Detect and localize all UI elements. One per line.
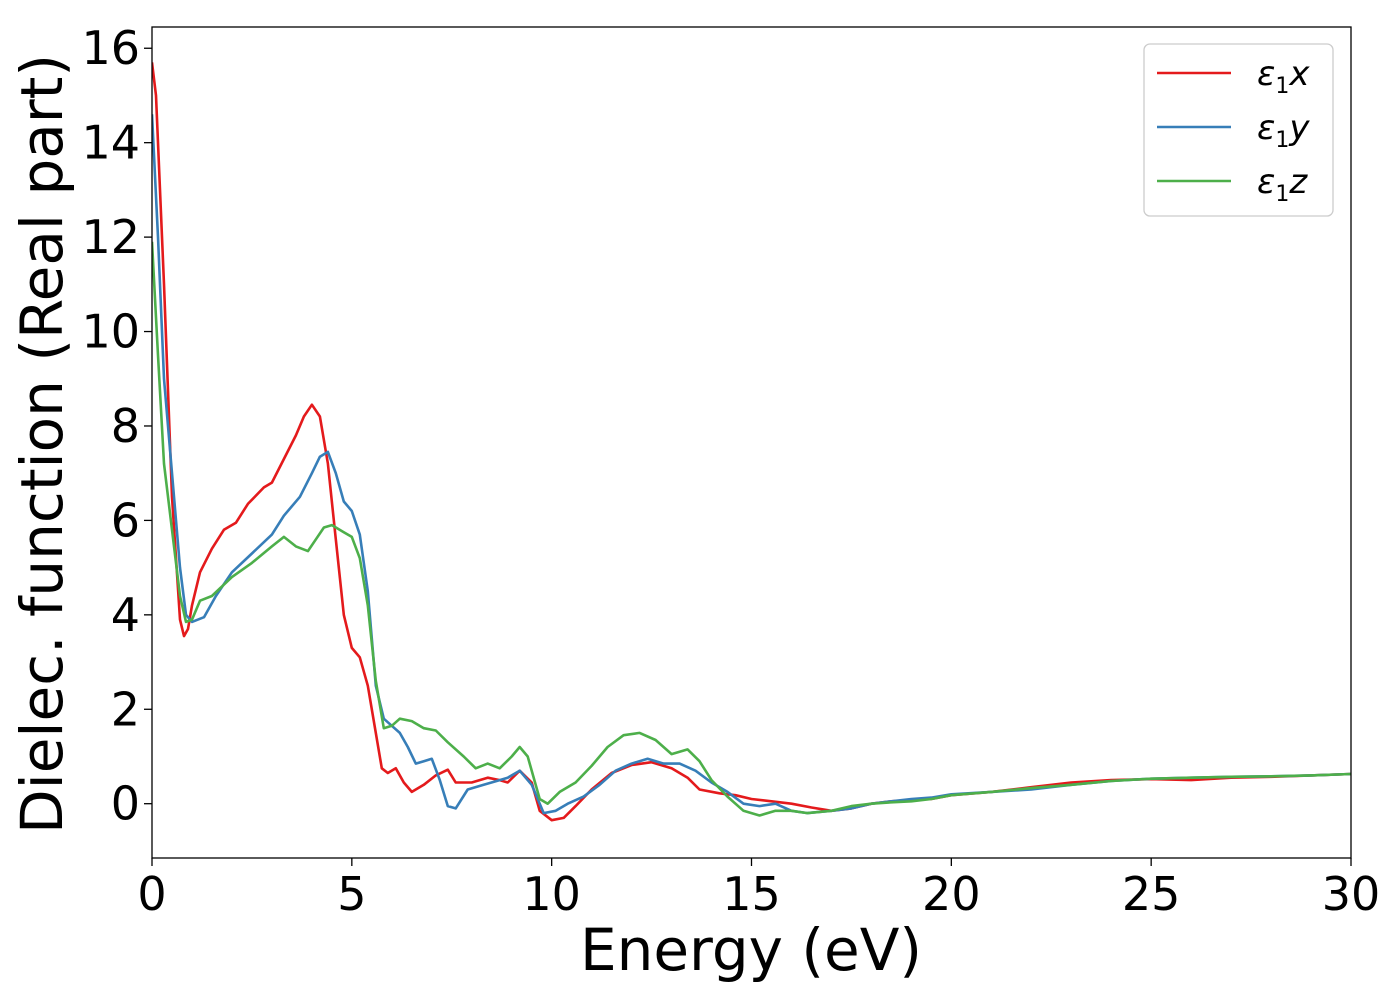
legend-label-z: ε1z xyxy=(1257,162,1308,207)
x-tick-label: 20 xyxy=(922,867,981,921)
legend: ε1x ε1y ε1z xyxy=(1143,43,1334,217)
y-tick-label: 4 xyxy=(111,588,140,642)
y-tick-label: 16 xyxy=(81,21,140,75)
series-line-z xyxy=(152,241,1351,817)
series-lines xyxy=(152,62,1351,822)
legend-label-x: ε1x xyxy=(1257,54,1310,99)
x-tick-label: 30 xyxy=(1322,867,1381,921)
x-axis-ticks: 0 5 10 15 20 25 30 xyxy=(137,858,1380,921)
y-tick-label: 2 xyxy=(111,682,140,736)
y-axis-title: Dielec. function (Real part) xyxy=(8,54,76,834)
x-tick-label: 25 xyxy=(1122,867,1181,921)
y-tick-label: 8 xyxy=(111,399,140,453)
x-tick-label: 0 xyxy=(137,867,166,921)
x-tick-label: 15 xyxy=(722,867,781,921)
y-tick-label: 12 xyxy=(81,210,140,264)
y-tick-label: 14 xyxy=(81,116,140,170)
legend-label-y: ε1y xyxy=(1257,108,1310,153)
legend-box xyxy=(1143,43,1334,217)
y-tick-label: 10 xyxy=(81,305,140,359)
y-tick-label: 6 xyxy=(111,493,140,547)
x-tick-label: 5 xyxy=(337,867,366,921)
y-tick-label: 0 xyxy=(111,777,140,831)
x-tick-label: 10 xyxy=(522,867,581,921)
series-line-y xyxy=(152,114,1351,815)
x-axis-title: Energy (eV) xyxy=(580,916,922,984)
y-axis-ticks: 0 2 4 6 8 10 12 14 16 xyxy=(81,21,152,831)
